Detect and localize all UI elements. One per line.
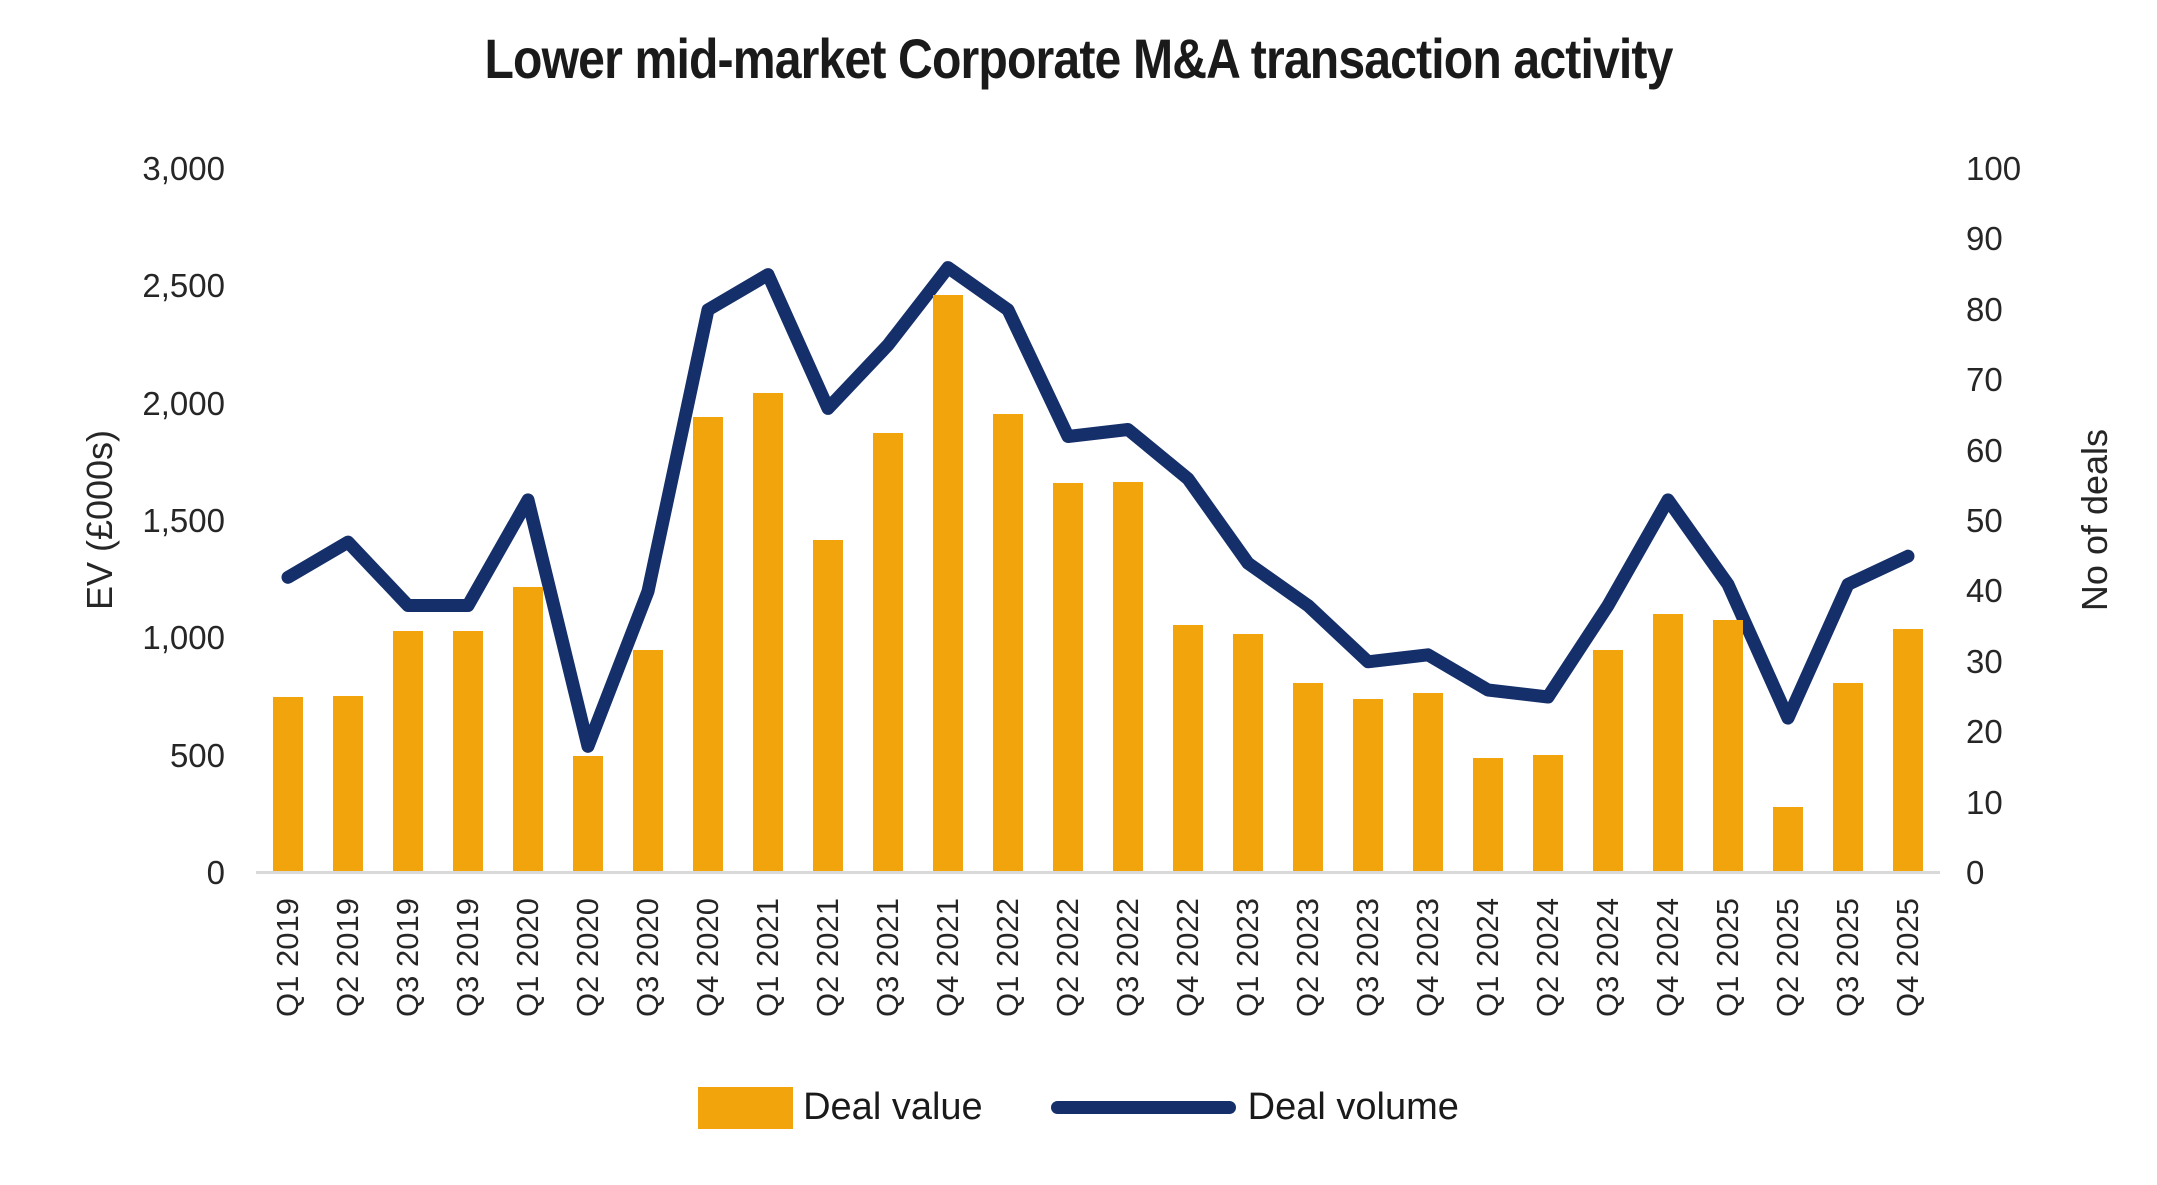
- deal-volume-swatch: [1050, 1101, 1236, 1114]
- right-tick-70: 70: [1966, 361, 2003, 399]
- x-axis-line: [256, 871, 1940, 874]
- bar-q3-2019: [453, 631, 483, 873]
- bar-q3-2023: [1353, 699, 1383, 873]
- legend-label-deal-volume: Deal volume: [1247, 1086, 1459, 1128]
- bar-q3-2025: [1833, 682, 1863, 873]
- x-label-9-q2-2021: Q2 2021: [810, 898, 845, 1017]
- x-label-20-q1-2024: Q1 2024: [1470, 898, 1505, 1017]
- x-label-3-q3-2019: Q3 2019: [450, 898, 485, 1017]
- left-tick-3,000: 3,000: [142, 150, 225, 187]
- x-label-12-q1-2022: Q1 2022: [990, 898, 1025, 1017]
- x-label-19-q4-2023: Q4 2023: [1410, 898, 1445, 1017]
- bar-q3-2022: [1113, 482, 1143, 873]
- bar-q3-2020: [633, 650, 663, 873]
- bar-q3-2024: [1593, 650, 1623, 873]
- x-label-24-q1-2025: Q1 2025: [1710, 898, 1745, 1017]
- bar-q4-2023: [1413, 693, 1443, 873]
- bar-q2-2019: [333, 695, 363, 873]
- bar-q1-2022: [993, 414, 1023, 873]
- bar-q2-2023: [1293, 682, 1323, 873]
- bar-q1-2025: [1713, 619, 1743, 873]
- x-label-26-q3-2025: Q3 2025: [1830, 898, 1865, 1017]
- right-tick-100: 100: [1966, 150, 2022, 187]
- bar-q1-2023: [1233, 633, 1263, 873]
- x-label-13-q2-2022: Q2 2022: [1050, 898, 1085, 1017]
- x-label-17-q2-2023: Q2 2023: [1290, 898, 1325, 1017]
- right-tick-30: 30: [1966, 642, 2003, 680]
- chart-legend: Deal value Deal volume: [0, 1086, 2157, 1129]
- bar-q1-2024: [1473, 758, 1503, 873]
- bar-q4-2020: [693, 416, 723, 873]
- bar-q2-2021: [813, 539, 843, 873]
- bar-q4-2021: [933, 294, 963, 873]
- left-tick-2,500: 2,500: [142, 267, 225, 305]
- x-label-1-q2-2019: Q2 2019: [330, 898, 365, 1017]
- bar-q1-2021: [753, 393, 783, 873]
- right-tick-10: 10: [1966, 783, 2003, 821]
- x-label-10-q3-2021: Q3 2021: [870, 898, 905, 1017]
- deal-volume-line: [281, 261, 1915, 753]
- x-label-21-q2-2024: Q2 2024: [1530, 898, 1565, 1017]
- chart-title: Lower mid-market Corporate M&A transacti…: [484, 27, 1673, 90]
- right-tick-90: 90: [1966, 220, 2003, 258]
- bar-q2-2024: [1533, 754, 1563, 873]
- x-label-23-q4-2024: Q4 2024: [1650, 898, 1685, 1017]
- x-label-14-q3-2022: Q3 2022: [1110, 898, 1145, 1017]
- legend-label-deal-value: Deal value: [803, 1086, 983, 1128]
- bar-q2-2025: [1773, 807, 1803, 873]
- x-label-0-q1-2019: Q1 2019: [270, 898, 305, 1017]
- bar-q1-2019: [273, 697, 303, 873]
- bar-q4-2025: [1893, 628, 1923, 873]
- left-tick-1,000: 1,000: [142, 619, 225, 657]
- x-label-27-q4-2025: Q4 2025: [1890, 898, 1925, 1017]
- x-label-5-q2-2020: Q2 2020: [570, 898, 605, 1017]
- right-tick-50: 50: [1966, 502, 2003, 539]
- x-label-16-q1-2023: Q1 2023: [1230, 898, 1265, 1017]
- x-label-11-q4-2021: Q4 2021: [930, 898, 965, 1017]
- x-label-15-q4-2022: Q4 2022: [1170, 898, 1205, 1017]
- bar-q4-2022: [1173, 625, 1203, 873]
- bar-q4-2024: [1653, 613, 1683, 873]
- bar-q3-2019: [393, 631, 423, 873]
- right-tick-60: 60: [1966, 431, 2003, 469]
- right-tick-80: 80: [1966, 290, 2003, 328]
- x-label-8-q1-2021: Q1 2021: [750, 898, 785, 1017]
- bar-q3-2021: [873, 433, 903, 873]
- left-tick-1,500: 1,500: [142, 502, 225, 539]
- left-tick-2,000: 2,000: [142, 384, 225, 422]
- x-label-25-q2-2025: Q2 2025: [1770, 898, 1805, 1017]
- right-tick-40: 40: [1966, 572, 2003, 610]
- bar-q2-2022: [1053, 483, 1083, 873]
- x-label-7-q4-2020: Q4 2020: [690, 898, 725, 1017]
- left-tick-500: 500: [169, 736, 225, 774]
- plot-area: [258, 169, 1938, 873]
- bar-q2-2020: [573, 755, 603, 873]
- bar-q1-2020: [513, 586, 543, 873]
- deal-value-swatch: [698, 1086, 794, 1129]
- right-tick-0: 0: [1966, 854, 1985, 891]
- x-label-2-q3-2019: Q3 2019: [390, 898, 425, 1017]
- x-label-4-q1-2020: Q1 2020: [510, 898, 545, 1017]
- x-label-6-q3-2020: Q3 2020: [630, 898, 665, 1017]
- x-label-22-q3-2024: Q3 2024: [1590, 898, 1625, 1017]
- x-label-18-q3-2023: Q3 2023: [1350, 898, 1385, 1017]
- left-tick-0: 0: [206, 854, 225, 891]
- right-tick-20: 20: [1966, 713, 2003, 751]
